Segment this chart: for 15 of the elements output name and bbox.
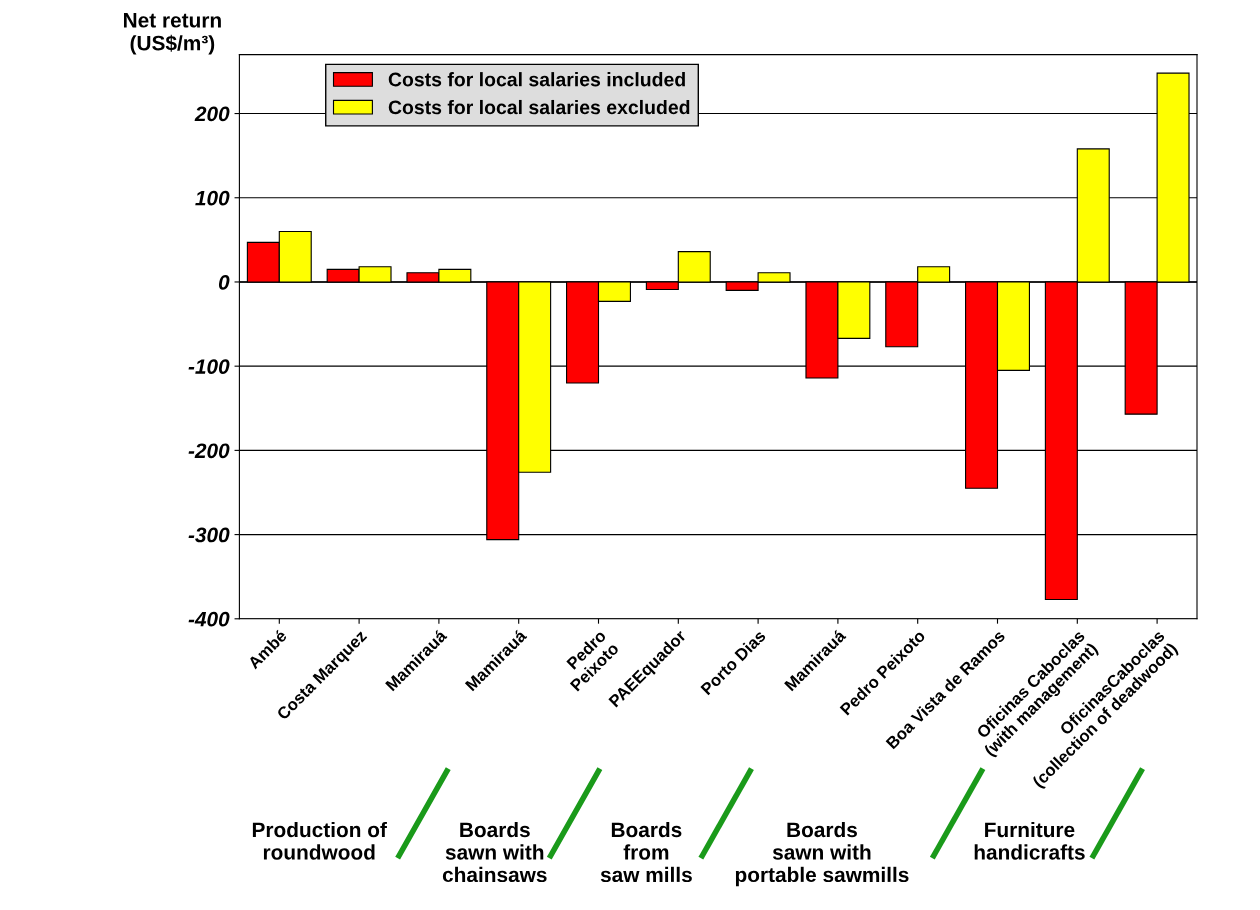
text: Boards sawn with chainsaws [442,821,547,883]
text: Production of roundwood [252,821,387,860]
y-tick-label: -200 [188,443,230,459]
text: Boards sawn with portable sawmills [735,821,909,887]
y-tick-label: 200 [194,106,230,122]
y-tick-label: -300 [188,527,230,543]
legend-label: Costs for local salaries excluded [388,99,690,115]
text: Furniture handicrafts [974,821,1085,860]
y-tick-label: -400 [188,611,230,627]
legend-label: Costs for local salaries included [388,72,685,87]
y-tick-label: 0 [218,274,230,290]
y-axis-title: Net return (US$/m³) [123,13,221,55]
y-tick-label: 100 [195,190,230,206]
text: Boards from saw mills [600,821,692,883]
y-tick-label: -100 [188,359,230,374]
